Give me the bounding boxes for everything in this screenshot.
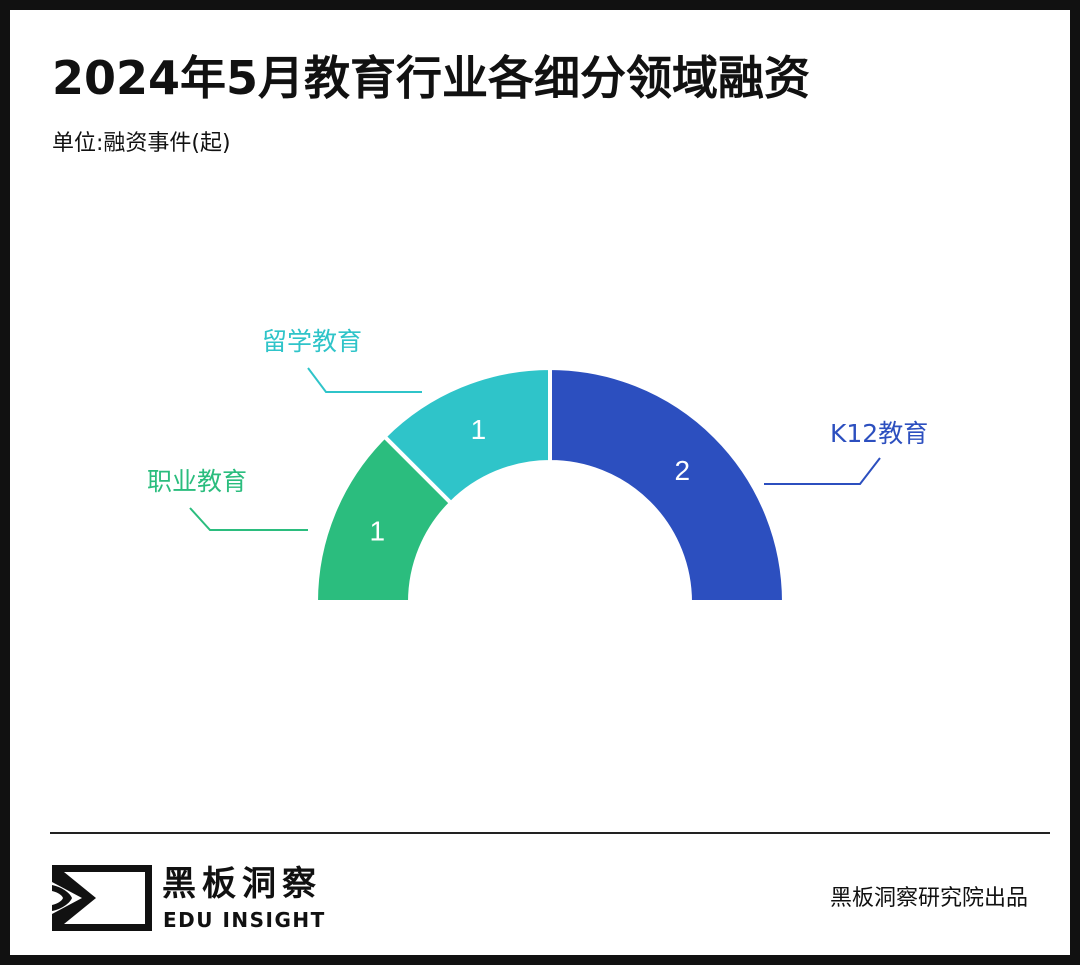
leader-line-vocational — [189, 507, 308, 531]
category-label-vocational: 职业教育 — [147, 467, 247, 496]
leader-line-study-abroad — [307, 367, 422, 393]
chart-title: 2024年5月教育行业各细分领域融资 — [52, 51, 811, 105]
leader-line-k12 — [764, 457, 881, 485]
value-label-study-abroad: 1 — [471, 414, 487, 445]
category-label-study-abroad: 留学教育 — [262, 327, 362, 356]
credit-text: 黑板洞察研究院出品 — [829, 886, 1028, 911]
footer-divider — [50, 832, 1050, 834]
brand-name-cn: 黑板洞察 — [162, 864, 322, 904]
edu-insight-logo-icon — [52, 865, 152, 931]
chart-unit-label: 单位:融资事件(起) — [52, 131, 231, 156]
semi-donut-chart: 1 1 2 职业教育 留学教育 K12教育 — [147, 327, 928, 604]
brand-name-en: EDU INSIGHT — [163, 908, 326, 932]
value-label-vocational: 1 — [369, 515, 385, 546]
value-label-k12: 2 — [674, 455, 690, 486]
slice-k12 — [548, 365, 787, 604]
category-label-k12: K12教育 — [830, 419, 928, 448]
